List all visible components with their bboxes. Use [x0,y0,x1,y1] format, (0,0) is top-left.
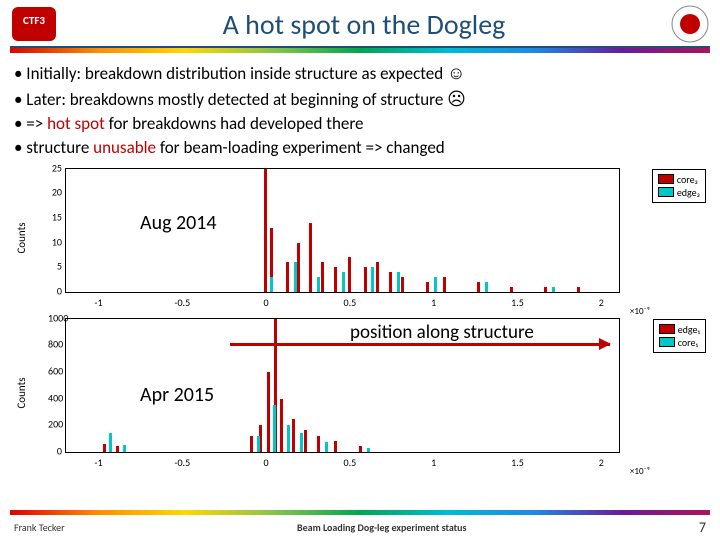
chart-aug-2014: Counts Aug 2014 core₃edge₃ 0510152025-1-… [10,163,710,313]
y-axis-label: Counts [15,377,28,408]
footer-center: Beam Loading Dog-leg experiment status [297,521,467,534]
chart-date-label: Apr 2015 [140,383,214,407]
sad-face-icon: ☹ [447,88,466,110]
arrow-label: position along structure [350,321,534,344]
footer-author: Frank Tecker [14,521,65,534]
chart-apr-2015: Counts position along structure Apr 2015… [10,313,710,473]
happy-face-icon: ☺ [447,62,465,84]
rainbow-divider [10,510,710,515]
slide-header: CTF3 A hot spot on the Dogleg [0,0,720,44]
ctf3-logo: CTF3 [10,5,58,43]
bullet-4: • structure unusable for beam-loading ex… [14,137,706,160]
legend: core₃edge₃ [652,169,706,203]
page-number: 7 [699,519,706,536]
bullet-2: • Later: breakdowns mostly detected at b… [14,87,706,112]
svg-text:CTF3: CTF3 [23,14,45,27]
slide-title: A hot spot on the Dogleg [58,7,670,42]
chart-date-label: Aug 2014 [140,211,217,235]
slide-footer: Frank Tecker Beam Loading Dog-leg experi… [0,510,720,540]
bullet-1: • Initially: breakdown distribution insi… [14,61,706,86]
legend: edge₁core₁ [653,319,706,353]
bullet-list: • Initially: breakdown distribution insi… [0,53,720,163]
bullet-3: • => hot spot for breakdowns had develop… [14,113,706,136]
y-axis-label: Counts [15,222,28,253]
clic-logo [670,4,710,44]
